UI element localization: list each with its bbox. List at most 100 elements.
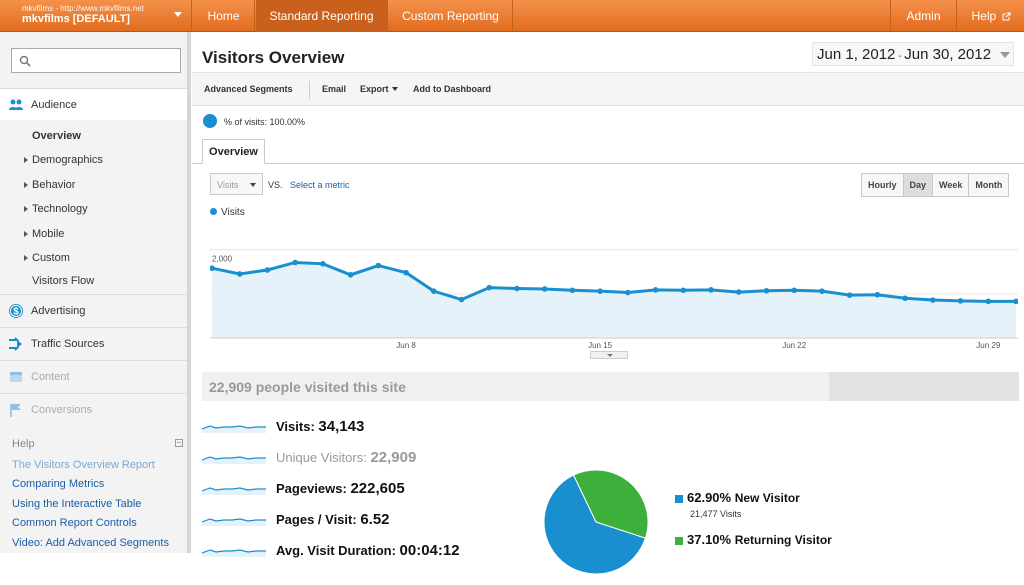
dollar-icon: $ xyxy=(9,304,23,318)
nav-home[interactable]: Home xyxy=(193,0,255,32)
add-to-dashboard-button[interactable]: Add to Dashboard xyxy=(413,84,491,94)
sidebar-item-technology[interactable]: Technology xyxy=(24,203,88,215)
export-button[interactable]: Export xyxy=(360,84,398,94)
top-nav-bar: mkvfilms - http://www.mkvfilms.net mkvfi… xyxy=(0,0,1024,32)
svg-text:$: $ xyxy=(13,307,19,318)
tab-overview[interactable]: Overview xyxy=(202,139,265,164)
nav-admin[interactable]: Admin xyxy=(890,0,957,32)
sidebar-item-overview[interactable]: Overview xyxy=(32,130,81,142)
data-point[interactable] xyxy=(210,265,215,272)
data-point[interactable] xyxy=(985,298,992,305)
sidebar-item-mobile[interactable]: Mobile xyxy=(24,228,65,240)
data-point[interactable] xyxy=(930,297,936,303)
data-point[interactable] xyxy=(514,285,520,292)
data-point[interactable] xyxy=(791,287,798,294)
data-point[interactable] xyxy=(957,298,964,304)
nav-standard-reporting[interactable]: Standard Reporting xyxy=(256,0,388,32)
help-link[interactable]: Comparing Metrics xyxy=(12,478,105,490)
sidebar-item-behavior[interactable]: Behavior xyxy=(24,179,76,191)
sidebar-scrollbar[interactable] xyxy=(187,32,191,553)
account-selector[interactable]: mkvfilms - http://www.mkvfilms.net mkvfi… xyxy=(0,0,192,32)
help-link[interactable]: Using the Interactive Table xyxy=(12,498,142,510)
metric-text: Pages / Visit: 6.52 xyxy=(276,511,390,528)
date-range-picker[interactable]: Jun 1, 2012 - Jun 30, 2012 xyxy=(812,42,1014,66)
metric-select[interactable]: Visits xyxy=(210,173,263,195)
visitor-type-pie[interactable] xyxy=(544,469,654,585)
advanced-segments-button[interactable]: Advanced Segments xyxy=(204,84,293,94)
sidebar-item-advertising[interactable]: $ Advertising xyxy=(0,294,188,326)
sidebar-item-custom[interactable]: Custom xyxy=(24,252,70,264)
data-point[interactable] xyxy=(292,259,298,266)
sidebar-item-visitors-flow[interactable]: Visitors Flow xyxy=(32,275,95,287)
data-point[interactable] xyxy=(652,287,659,293)
help-link[interactable]: Video: Add Advanced Segments xyxy=(12,537,169,549)
sidebar: Audience Overview Demographics Behavior … xyxy=(0,32,190,553)
metric-text: Unique Visitors: 22,909 xyxy=(276,449,416,466)
sidebar-item-label: Conversions xyxy=(31,404,93,416)
search-input[interactable] xyxy=(11,48,181,73)
sidebar-item-audience[interactable]: Audience xyxy=(0,88,188,120)
flag-icon xyxy=(10,404,21,417)
help-link[interactable]: The Visitors Overview Report xyxy=(12,459,155,471)
data-point[interactable] xyxy=(541,286,548,292)
data-point[interactable] xyxy=(236,271,243,277)
data-point[interactable] xyxy=(625,289,631,296)
nav-custom-reporting[interactable]: Custom Reporting xyxy=(389,0,513,32)
sidebar-item-label: Mobile xyxy=(32,228,65,240)
series-area xyxy=(212,262,1016,338)
summary-text: 22,909 people visited this site xyxy=(209,379,406,395)
granularity-day[interactable]: Day xyxy=(903,174,934,196)
data-point[interactable] xyxy=(486,284,493,291)
legend-swatch xyxy=(675,537,683,545)
metric-text: Pageviews: 222,605 xyxy=(276,480,405,497)
data-point[interactable] xyxy=(874,291,881,298)
data-point[interactable] xyxy=(680,287,687,294)
data-point[interactable] xyxy=(403,269,409,276)
data-point[interactable] xyxy=(264,267,271,273)
data-point[interactable] xyxy=(708,287,714,293)
report-toolbar: Advanced Segments Email Export Add to Da… xyxy=(192,72,1024,106)
metric-label: Avg. Visit Duration: xyxy=(276,543,396,558)
data-point[interactable] xyxy=(1013,298,1018,305)
email-button[interactable]: Email xyxy=(322,84,347,94)
granularity-week[interactable]: Week xyxy=(933,174,970,196)
data-point[interactable] xyxy=(347,272,354,278)
data-point[interactable] xyxy=(846,292,853,298)
legend-visits: 21,477 Visits xyxy=(690,509,742,519)
sidebar-item-content[interactable]: Content xyxy=(0,360,188,392)
sidebar-item-traffic-sources[interactable]: Traffic Sources xyxy=(0,327,188,359)
granularity-hourly[interactable]: Hourly xyxy=(862,174,904,196)
nav-help[interactable]: Help xyxy=(958,0,1024,32)
granularity-month[interactable]: Month xyxy=(969,174,1009,196)
sidebar-item-label: Behavior xyxy=(32,179,76,191)
data-point[interactable] xyxy=(735,289,742,295)
metric-text: Avg. Visit Duration: 00:04:12 xyxy=(276,542,460,559)
sidebar-item-demographics[interactable]: Demographics xyxy=(24,154,103,166)
data-point[interactable] xyxy=(763,287,770,294)
data-point[interactable] xyxy=(819,288,825,294)
data-point[interactable] xyxy=(569,287,576,294)
select-a-metric-link[interactable]: Select a metric xyxy=(290,180,350,190)
segment-pie-icon xyxy=(203,114,217,128)
search-icon xyxy=(19,55,31,67)
export-label: Export xyxy=(360,84,389,94)
pie-slice[interactable] xyxy=(572,469,649,539)
data-point[interactable] xyxy=(902,295,908,302)
collapse-icon[interactable]: − xyxy=(175,438,183,447)
data-point[interactable] xyxy=(375,262,382,269)
sidebar-item-label: Demographics xyxy=(32,154,103,166)
series-line xyxy=(211,260,1016,303)
help-link[interactable]: Common Report Controls xyxy=(12,517,137,529)
nav-help-label: Help xyxy=(971,9,997,23)
data-point[interactable] xyxy=(320,261,326,267)
metric-label: Unique Visitors: xyxy=(276,450,367,465)
data-point[interactable] xyxy=(597,288,603,294)
data-point[interactable] xyxy=(430,288,437,294)
chart-resize-handle[interactable] xyxy=(590,351,628,359)
sidebar-item-conversions[interactable]: Conversions xyxy=(0,393,188,425)
sparkline xyxy=(202,456,266,464)
tab-underline xyxy=(192,163,1024,164)
data-point[interactable] xyxy=(458,296,465,303)
summary-bar: 22,909 people visited this site xyxy=(202,372,1019,401)
